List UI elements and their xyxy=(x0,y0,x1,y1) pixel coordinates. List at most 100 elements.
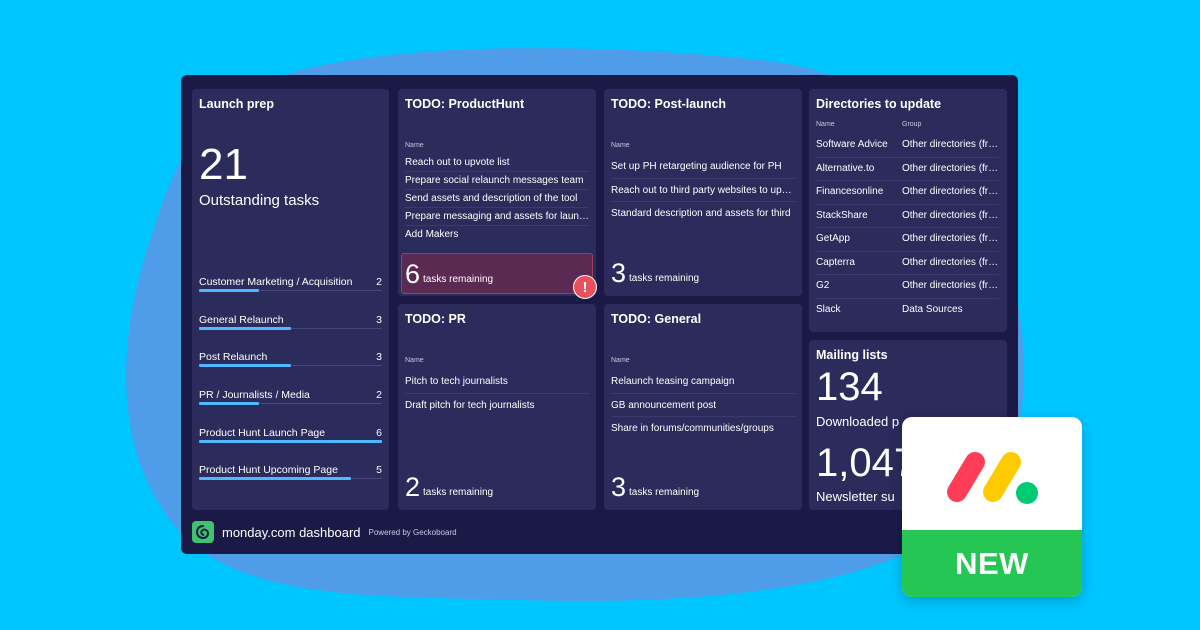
pr-widget[interactable]: TODO: PR Name Pitch to tech journalists … xyxy=(398,304,596,510)
bar-label: Product Hunt Upcoming Page xyxy=(199,464,338,477)
remaining-label: tasks remaining xyxy=(629,273,700,284)
bar-fill xyxy=(199,477,351,481)
cell-group: Other directories (free) xyxy=(902,256,999,268)
bar-value: 3 xyxy=(376,313,382,326)
subscribers-label: Newsletter su xyxy=(816,489,895,504)
bar-row[interactable]: PR / Journalists / Media 2 xyxy=(199,389,382,427)
widget-title: TODO: ProductHunt xyxy=(405,97,525,111)
cell-group: Data Sources xyxy=(902,303,963,315)
table-row[interactable]: Alternative.to Other directories (free) xyxy=(816,158,999,181)
list-item[interactable]: Prepare messaging and assets for launch xyxy=(405,208,589,226)
list-item[interactable]: Share in forums/communities/groups xyxy=(611,423,774,434)
bar-fill xyxy=(199,364,291,368)
directories-table: Software Advice Other directories (free) … xyxy=(816,134,999,322)
widget-title: TODO: Post-launch xyxy=(611,97,727,111)
bar-row[interactable]: Product Hunt Upcoming Page 5 xyxy=(199,464,382,502)
task-list: Reach out to upvote list Prepare social … xyxy=(405,154,589,244)
post-launch-widget[interactable]: TODO: Post-launch Name Set up PH retarge… xyxy=(604,89,802,296)
cell-name: G2 xyxy=(816,280,830,291)
bar-value: 2 xyxy=(376,389,382,402)
alert-icon[interactable]: ! xyxy=(573,275,597,299)
cell-group: Other directories (free) xyxy=(902,186,999,197)
outstanding-label: Outstanding tasks xyxy=(199,192,320,209)
geckoboard-logo-icon xyxy=(192,521,214,543)
widget-title: Directories to update xyxy=(816,97,942,111)
downloads-count: 134 xyxy=(816,365,883,409)
task-list: Pitch to tech journalists Draft pitch fo… xyxy=(405,370,590,417)
remaining-number: 6 xyxy=(405,259,421,289)
widget-title: TODO: General xyxy=(611,312,702,326)
directories-widget[interactable]: Directories to update Name Group Softwar… xyxy=(809,89,1007,332)
cell-group: Other directories (free) xyxy=(902,139,999,150)
bar-row[interactable]: Post Relaunch 3 xyxy=(199,351,382,389)
subscribers-count: 1,047 xyxy=(816,441,917,485)
cell-name: Software Advice xyxy=(816,139,888,150)
dashboard-footer: monday.com dashboard Powered by Geckoboa… xyxy=(192,521,457,543)
cell-name: Capterra xyxy=(816,256,855,268)
remaining-count: 3 tasks remaining xyxy=(611,260,699,287)
table-row[interactable]: Software Advice Other directories (free) xyxy=(816,134,999,158)
list-item[interactable]: Add Makers xyxy=(405,229,459,240)
remaining-number: 3 xyxy=(611,472,627,502)
new-label: NEW xyxy=(902,530,1082,597)
widget-title: Launch prep xyxy=(199,97,275,111)
list-item[interactable]: Draft pitch for tech journalists xyxy=(405,399,535,411)
bar-row[interactable]: Customer Marketing / Acquisition 2 xyxy=(199,276,382,314)
cell-name: Alternative.to xyxy=(816,162,875,174)
cell-group: Other directories (free) xyxy=(902,233,999,244)
bar-label: PR / Journalists / Media xyxy=(199,389,310,402)
list-item[interactable]: GB announcement post xyxy=(611,394,796,417)
remaining-alert-box: 6 tasks remaining xyxy=(401,253,593,294)
list-item[interactable]: Reach out to upvote list xyxy=(405,154,589,172)
table-row[interactable]: Financesonline Other directories (free) xyxy=(816,181,999,205)
bar-label: Post Relaunch xyxy=(199,351,268,364)
task-list: Relaunch teasing campaign GB announcemen… xyxy=(611,370,796,441)
general-widget[interactable]: TODO: General Name Relaunch teasing camp… xyxy=(604,304,802,510)
remaining-label: tasks remaining xyxy=(629,487,700,498)
downloads-label: Downloaded p xyxy=(816,414,900,429)
remaining-count: 2 tasks remaining xyxy=(405,474,493,501)
list-item[interactable]: Relaunch teasing campaign xyxy=(611,370,796,394)
list-item[interactable]: Standard description and assets for thir… xyxy=(611,208,791,219)
list-item[interactable]: Send assets and description of the tool xyxy=(405,190,589,208)
table-row[interactable]: StackShare Other directories (free) xyxy=(816,205,999,228)
remaining-count: 6 tasks remaining xyxy=(405,261,493,288)
remaining-label: tasks remaining xyxy=(423,274,494,285)
outstanding-count: 21 xyxy=(199,140,248,189)
table-row[interactable]: Slack Data Sources xyxy=(816,299,999,323)
bar-label: Customer Marketing / Acquisition xyxy=(199,276,353,288)
list-item[interactable]: Prepare social relaunch messages team xyxy=(405,172,589,190)
remaining-number: 3 xyxy=(611,258,627,288)
bar-track xyxy=(199,290,382,291)
task-list: Set up PH retargeting audience for PH Re… xyxy=(611,155,796,226)
bar-row[interactable]: Product Hunt Launch Page 6 xyxy=(199,427,382,465)
dashboard-title: monday.com dashboard xyxy=(222,524,361,540)
column-header-group: Group xyxy=(902,121,922,128)
bar-fill xyxy=(199,402,260,406)
cell-name: Financesonline xyxy=(816,186,884,197)
new-badge: NEW xyxy=(902,417,1082,597)
table-row[interactable]: G2 Other directories (free) xyxy=(816,275,999,299)
list-item[interactable]: Set up PH retargeting audience for PH xyxy=(611,155,796,179)
table-row[interactable]: GetApp Other directories (free) xyxy=(816,228,999,252)
bar-value: 2 xyxy=(376,276,382,288)
launch-prep-widget[interactable]: Launch prep 21 Outstanding tasks Custome… xyxy=(192,89,389,510)
cell-name: StackShare xyxy=(816,209,868,221)
remaining-number: 2 xyxy=(405,472,421,502)
cell-name: Slack xyxy=(816,303,841,315)
bar-track xyxy=(199,365,382,367)
cell-group: Other directories (free) xyxy=(902,209,999,221)
bar-track xyxy=(199,403,382,405)
category-bars: Customer Marketing / Acquisition 2 Gener… xyxy=(199,276,382,502)
bar-value: 5 xyxy=(376,464,382,477)
bar-fill xyxy=(199,439,382,443)
list-item[interactable]: Reach out to third party websites to upd… xyxy=(611,179,796,202)
list-item[interactable]: Pitch to tech journalists xyxy=(405,370,590,394)
bar-row[interactable]: General Relaunch 3 xyxy=(199,314,382,352)
column-header: Name xyxy=(611,142,630,149)
powered-by[interactable]: Powered by Geckoboard xyxy=(368,527,457,537)
bar-label: Product Hunt Launch Page xyxy=(199,426,326,439)
bar-fill xyxy=(199,326,291,330)
bar-track xyxy=(199,327,382,329)
table-row[interactable]: Capterra Other directories (free) xyxy=(816,252,999,275)
